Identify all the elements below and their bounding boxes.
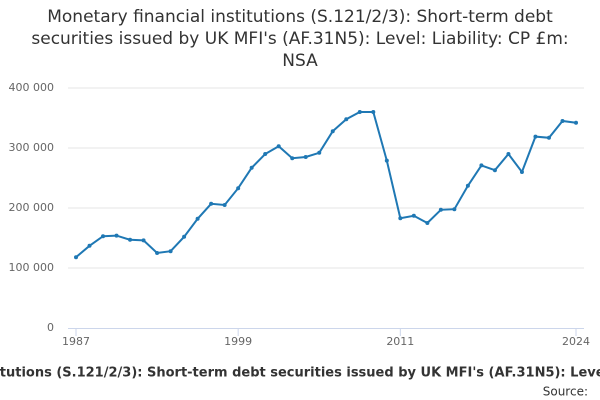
data-point	[141, 238, 146, 243]
data-point	[438, 207, 443, 212]
series-line	[75, 111, 577, 258]
data-point	[384, 158, 389, 163]
x-tick-label: 2011	[386, 335, 414, 348]
data-point	[74, 255, 78, 260]
data-point	[114, 233, 119, 238]
data-point	[519, 170, 524, 174]
data-point	[398, 216, 403, 221]
y-tick-label: 200 000	[9, 201, 55, 214]
data-point	[357, 110, 362, 114]
x-tick-label: 1987	[62, 335, 90, 348]
data-point	[465, 183, 470, 188]
data-point	[249, 165, 254, 170]
data-point	[128, 237, 133, 242]
data-point	[222, 203, 227, 207]
data-point	[533, 134, 538, 139]
data-point	[290, 156, 295, 161]
y-tick-label: 400 000	[9, 81, 55, 94]
data-point	[263, 152, 268, 156]
data-point	[276, 144, 281, 149]
data-point	[506, 152, 511, 156]
data-point	[236, 186, 241, 191]
y-tick-label: 0	[47, 321, 54, 334]
data-point	[87, 243, 92, 248]
y-tick-label: 100 000	[9, 261, 55, 274]
data-point	[452, 207, 457, 212]
data-point	[195, 216, 200, 221]
data-point	[330, 129, 335, 134]
data-point	[546, 135, 551, 140]
data-point	[303, 155, 308, 159]
x-tick-label: 1999	[224, 335, 252, 348]
data-point	[479, 163, 484, 168]
data-point	[492, 168, 497, 173]
data-point	[560, 119, 565, 123]
data-point	[371, 110, 376, 114]
data-point	[209, 201, 214, 206]
chart-title: Monetary financial institutions (S.121/2…	[31, 7, 569, 71]
data-point	[168, 249, 173, 254]
data-point	[101, 234, 106, 239]
source-label: Source:	[543, 385, 588, 399]
data-point	[317, 150, 322, 155]
data-point	[344, 117, 349, 122]
data-point	[182, 234, 187, 239]
x-tick-label: 2024	[562, 335, 590, 348]
legend-label: Monetary financial institutions (S.121/2…	[0, 366, 600, 381]
data-point	[574, 120, 578, 125]
data-point	[155, 251, 160, 255]
data-point	[411, 213, 416, 218]
data-point	[425, 221, 430, 225]
y-tick-label: 300 000	[9, 141, 55, 154]
